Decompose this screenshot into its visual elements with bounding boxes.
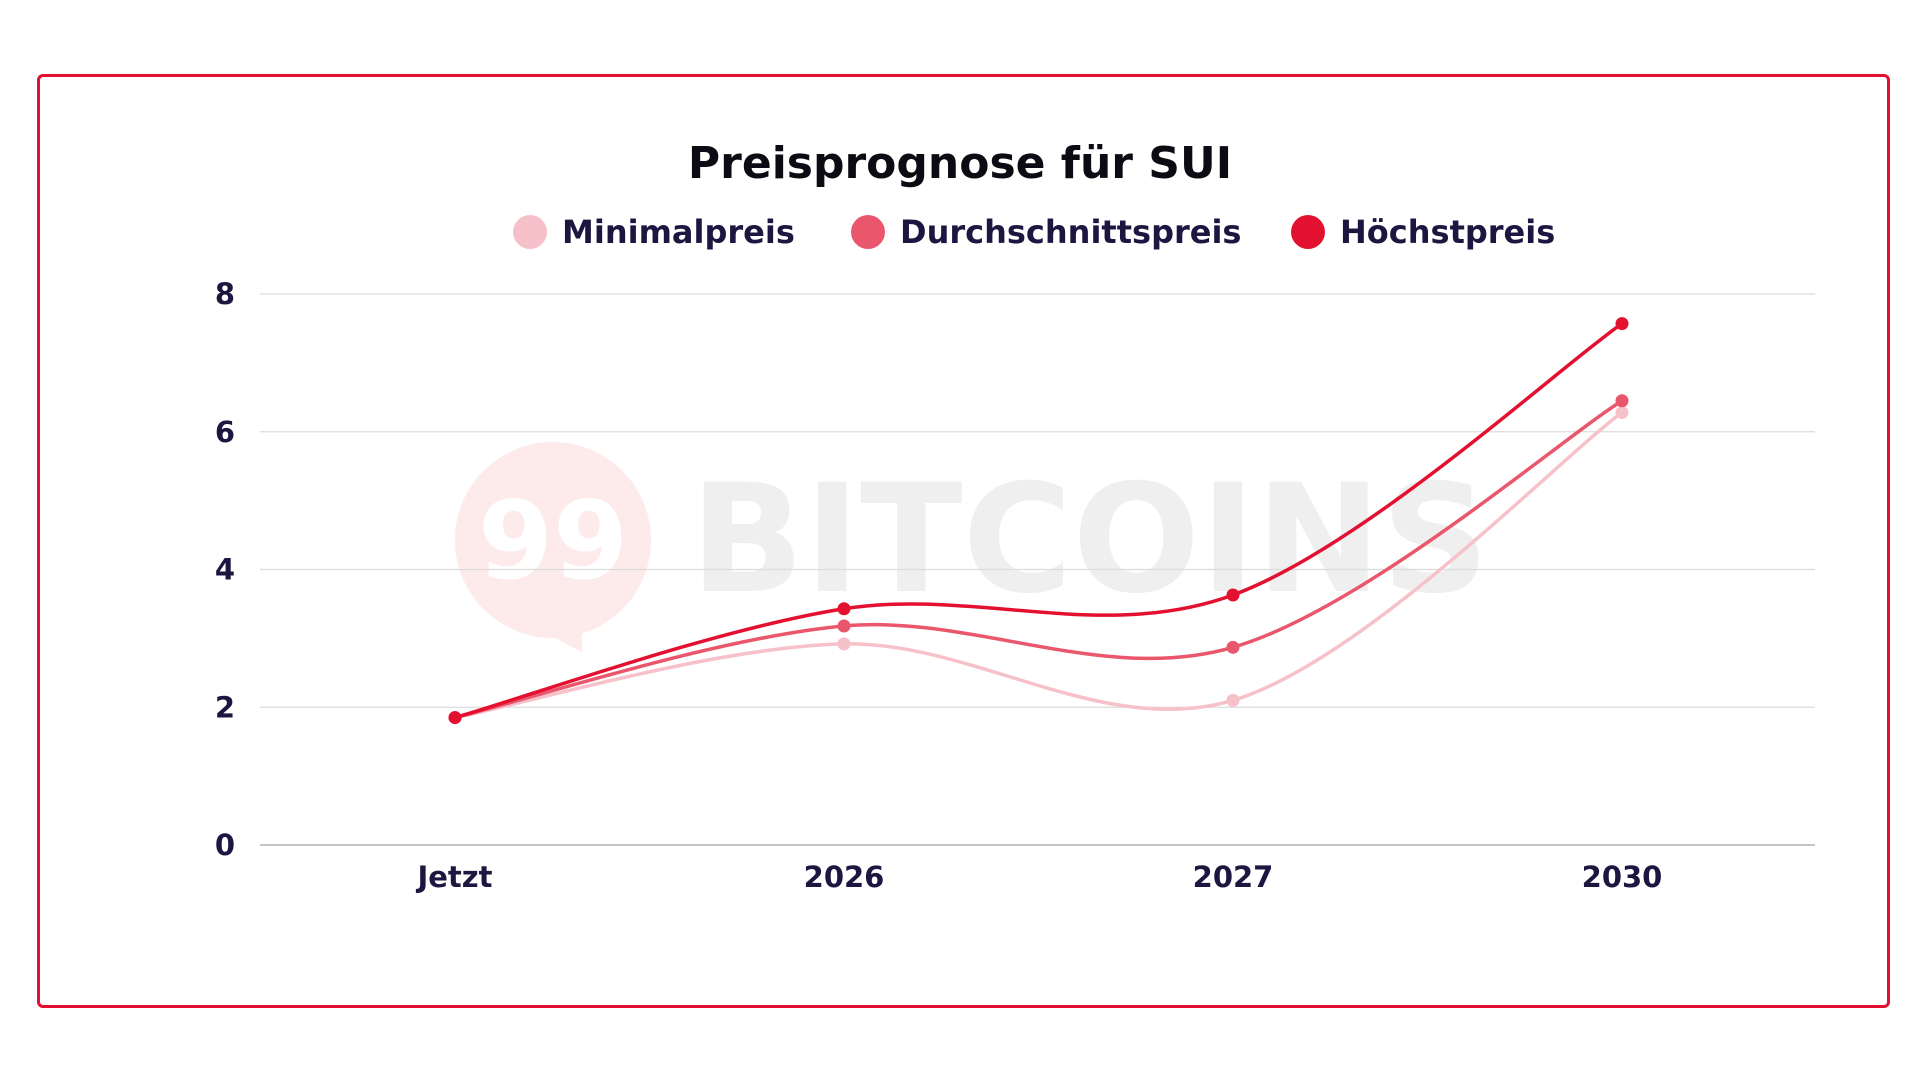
data-point [1615,405,1629,419]
legend: Minimalpreis Durchschnittspreis Höchstpr… [513,213,1555,251]
legend-marker-durchschnittspreis [851,215,885,249]
legend-item-hoechstpreis: Höchstpreis [1291,213,1555,251]
data-point [1226,640,1240,654]
x-tick-label: 2030 [1582,860,1663,894]
x-tick-label: 2026 [804,860,885,894]
series [448,317,1629,725]
watermark-logo-icon [455,442,651,638]
y-axis-ticks: 0 2 4 6 8 [215,277,235,862]
data-point [1226,588,1240,602]
chart-frame [37,74,1890,1008]
legend-item-minimalpreis: Minimalpreis [513,213,795,251]
grid [260,293,1815,846]
chart-title: Preisprognose für SUI [688,138,1232,189]
data-point [1615,317,1629,331]
x-tick-label: 2027 [1193,860,1274,894]
series-line [453,321,1624,720]
y-tick-label: 8 [215,277,235,311]
watermark-text: BITCOINS [690,453,1489,627]
legend-label-minimalpreis: Minimalpreis [562,213,795,251]
watermark-logo-tail [540,630,582,652]
data-point [837,602,851,616]
series-line [453,410,1624,720]
data-point [837,637,851,651]
legend-marker-minimalpreis [513,215,547,249]
legend-marker-hoechstpreis [1291,215,1325,249]
data-point [1226,693,1240,707]
y-tick-label: 4 [215,553,235,587]
legend-label-hoechstpreis: Höchstpreis [1340,213,1555,251]
data-point [448,711,462,725]
x-tick-label: Jetzt [415,860,492,894]
data-point [1615,394,1629,408]
watermark-logo-text: 99 [478,479,628,604]
x-axis-ticks: Jetzt 2026 2027 2030 [415,860,1662,894]
series-2 [448,317,1629,725]
data-point [837,619,851,633]
y-tick-label: 6 [215,415,235,449]
series-line [453,399,1624,720]
y-tick-label: 2 [215,690,235,724]
watermark: 99 BITCOINS [455,442,1489,652]
legend-item-durchschnittspreis: Durchschnittspreis [851,213,1241,251]
legend-label-durchschnittspreis: Durchschnittspreis [900,213,1241,251]
y-tick-label: 0 [215,828,235,862]
